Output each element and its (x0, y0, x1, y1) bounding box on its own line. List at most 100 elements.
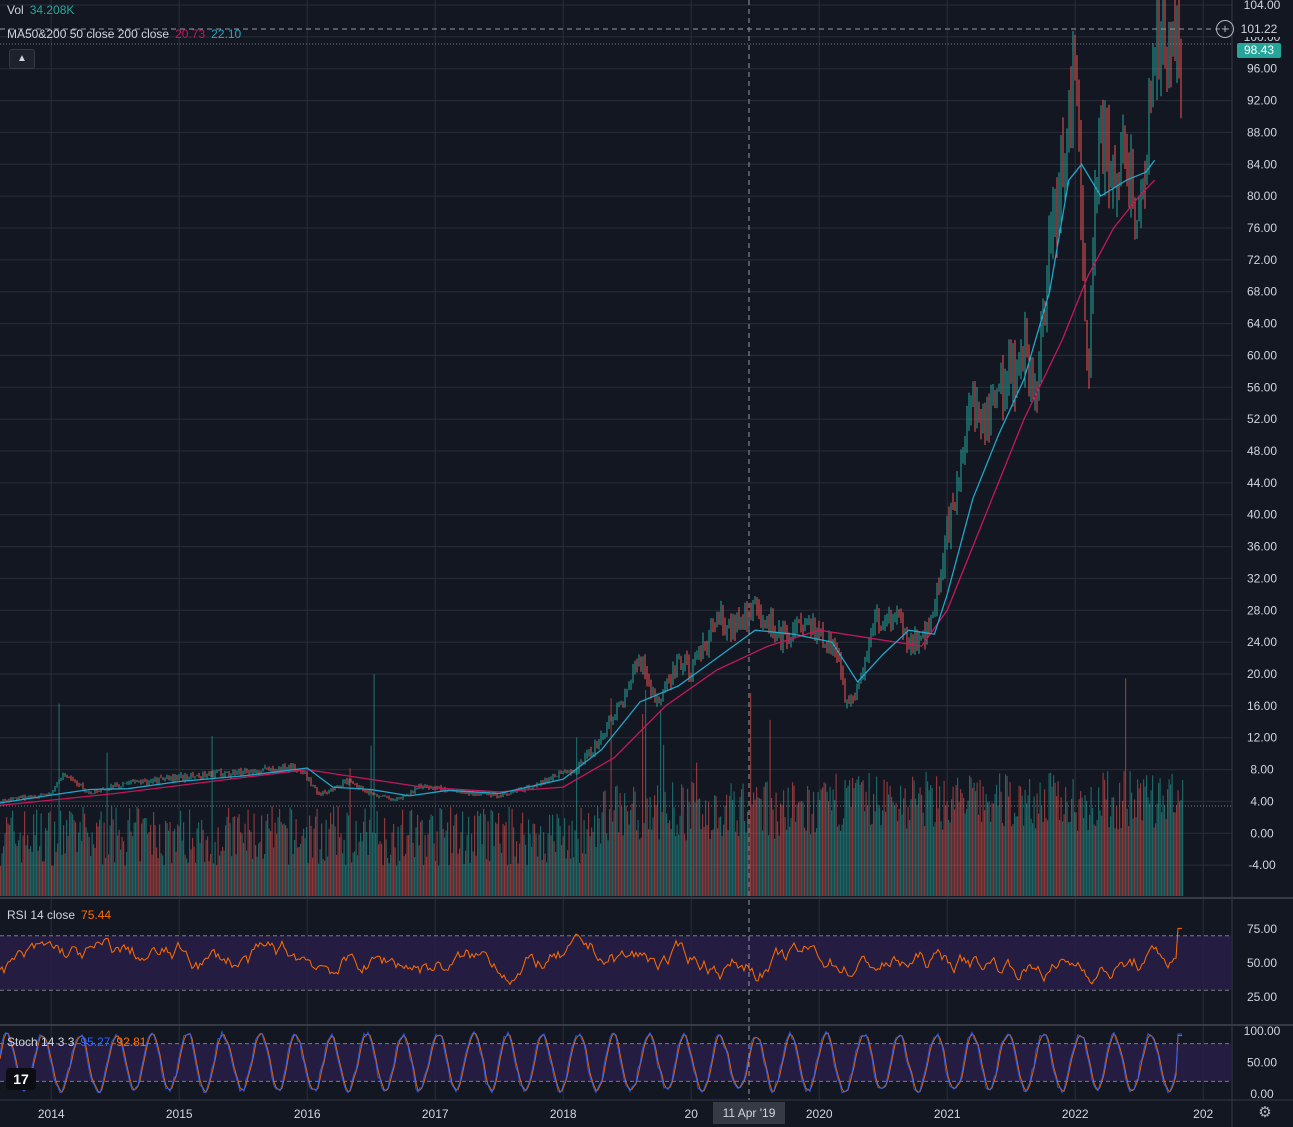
volume-bar (613, 810, 615, 896)
volume-bar (546, 862, 548, 896)
volume-bar (447, 822, 449, 896)
volume-bar (573, 857, 575, 896)
volume-bar (429, 819, 431, 896)
volume-bar (39, 846, 41, 896)
volume-bar (9, 824, 11, 896)
volume-bar (870, 824, 872, 896)
volume-bar (570, 858, 572, 896)
volume-bar (759, 798, 761, 896)
volume-bar (832, 789, 834, 896)
volume-bar (456, 813, 458, 896)
volume-bar (280, 821, 282, 896)
volume-bar (739, 797, 741, 896)
volume-bar (583, 820, 585, 896)
volume-bar (858, 776, 860, 896)
volume-bar (160, 853, 162, 896)
volume-bar (421, 819, 423, 896)
volume-bar (1062, 821, 1064, 896)
volume-bar (226, 816, 228, 896)
volume-bar (25, 845, 27, 896)
volume-bar (192, 837, 194, 896)
volume-bar (1176, 804, 1178, 896)
volume-bar (612, 821, 614, 896)
volume-bar (237, 817, 239, 896)
volume-bar (763, 786, 765, 896)
crosshair-price-label: 101.22 (1237, 22, 1281, 37)
volume-bar (787, 787, 789, 896)
volume-bar (568, 825, 570, 896)
volume-bar (357, 855, 359, 896)
volume-bar (660, 710, 662, 896)
volume-bar (850, 806, 852, 896)
volume-bar (786, 829, 788, 896)
volume-bar (523, 834, 525, 896)
volume-bar (1077, 830, 1079, 896)
volume-bar (1068, 822, 1070, 896)
volume-bar (94, 848, 96, 896)
volume-bar (78, 832, 80, 896)
volume-bar (1006, 776, 1008, 896)
volume-bar (444, 837, 446, 896)
volume-bar (168, 830, 170, 896)
stoch-k-legend-value: 95.27 (80, 1035, 111, 1049)
volume-bar (679, 815, 681, 896)
volume-bar (376, 810, 378, 896)
stoch-legend-label: Stoch 14 3 3 (7, 1035, 75, 1049)
volume-bar (403, 856, 405, 896)
volume-bar (814, 832, 816, 896)
volume-bar (1108, 826, 1110, 896)
volume-bar (363, 821, 365, 896)
volume-bar (169, 821, 171, 896)
volume-bar (700, 829, 702, 896)
volume-bar (366, 831, 368, 896)
volume-bar (954, 809, 956, 896)
volume-bar (288, 864, 290, 896)
collapse-legend-button[interactable]: ▲ (9, 49, 35, 69)
volume-bar (1015, 816, 1017, 896)
crosshair-date-label: 11 Apr '19 (713, 1102, 785, 1124)
volume-bar (255, 845, 257, 896)
volume-bar (1051, 786, 1053, 896)
volume-bar (111, 806, 113, 896)
volume-bar (736, 820, 738, 896)
volume-bar (640, 837, 642, 896)
volume-bar (391, 832, 393, 896)
volume-bar (663, 744, 665, 896)
add-plus-icon[interactable]: + (1216, 20, 1234, 38)
volume-bar (1056, 796, 1058, 896)
volume-bar (1090, 786, 1092, 896)
volume-bar (285, 825, 287, 896)
volume-bar (610, 698, 612, 896)
volume-bar (682, 787, 684, 896)
tradingview-logo-icon[interactable]: 17 (6, 1068, 36, 1090)
volume-bar (232, 817, 234, 896)
volume-bar (562, 836, 564, 896)
volume-bar (6, 816, 8, 896)
volume-bar (834, 800, 836, 896)
volume-bar (930, 785, 932, 896)
volume-bar (903, 798, 905, 896)
volume-bar (480, 813, 482, 896)
volume-bar (310, 826, 312, 896)
volume-bar (1053, 775, 1055, 896)
volume-bar (492, 811, 494, 896)
volume-bar (16, 846, 18, 896)
volume-bar (262, 858, 264, 896)
volume-bar (427, 834, 429, 896)
settings-gear-icon[interactable]: ⚙ (1258, 1104, 1272, 1121)
price-axis-tick: 80.00 (1247, 189, 1277, 203)
volume-bar (970, 777, 972, 896)
volume-bar (982, 786, 984, 896)
volume-bar (648, 829, 650, 896)
volume-bar (243, 842, 245, 896)
volume-bar (1072, 779, 1074, 896)
volume-bar (367, 855, 369, 896)
volume-bar (553, 841, 555, 896)
stoch-k-line (0, 1029, 1182, 1094)
volume-bar (657, 785, 659, 896)
volume-bar (879, 807, 881, 896)
volume-bar (199, 842, 201, 896)
volume-bar (826, 791, 828, 896)
volume-bar (852, 777, 854, 896)
